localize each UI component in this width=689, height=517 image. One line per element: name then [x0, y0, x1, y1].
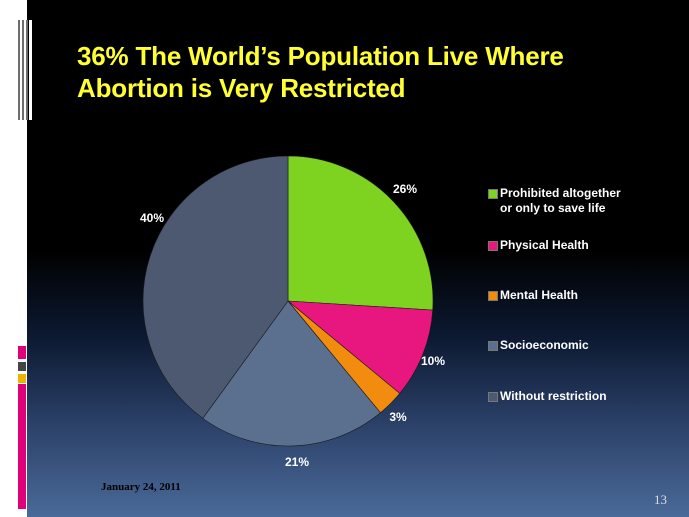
side-color-square	[18, 374, 26, 383]
legend-label-line: Mental Health	[500, 288, 579, 302]
legend-label-line: or only to save life	[500, 201, 606, 215]
side-color-square	[18, 384, 26, 509]
decorative-vertical-lines	[18, 20, 33, 120]
legend-swatch	[488, 341, 498, 351]
legend-label-line: Socioeconomic	[500, 338, 589, 352]
legend-label: Socioeconomic	[500, 338, 670, 353]
pie-slice	[287, 300, 434, 394]
pie-slice	[202, 300, 381, 447]
pie-slice	[287, 155, 434, 311]
pie-data-label: 3%	[389, 410, 407, 424]
legend-label: Prohibited altogether or only to save lif…	[500, 186, 670, 216]
legend-label: Mental Health	[500, 288, 670, 303]
side-color-square	[18, 346, 26, 359]
slide-title-line-2: Abortion is Very Restricted	[77, 73, 406, 103]
legend-swatch	[488, 392, 498, 402]
slide-title-line-1: 36% The World’s Population Live Where	[77, 41, 564, 71]
pie-data-label: 40%	[140, 211, 164, 225]
slide-title: 36% The World’s Population Live Where Ab…	[77, 40, 667, 104]
legend-label: Physical Health	[500, 238, 670, 253]
legend-swatch	[488, 291, 498, 301]
legend-swatch	[488, 189, 498, 199]
legend-label-line: Prohibited altogether	[500, 186, 621, 200]
pie-slice	[142, 155, 289, 419]
legend-label-line: Physical Health	[500, 238, 589, 252]
legend-swatch	[488, 241, 498, 251]
legend-label-line: Without restriction	[500, 389, 607, 403]
slide-page-number: 13	[654, 492, 667, 507]
side-color-square	[18, 362, 26, 371]
slide-date: January 24, 2011	[101, 481, 181, 493]
pie-data-label: 21%	[285, 455, 309, 469]
pie-data-label: 26%	[393, 182, 417, 196]
legend-label: Without restriction	[500, 389, 670, 404]
pie-data-label: 10%	[421, 354, 445, 368]
